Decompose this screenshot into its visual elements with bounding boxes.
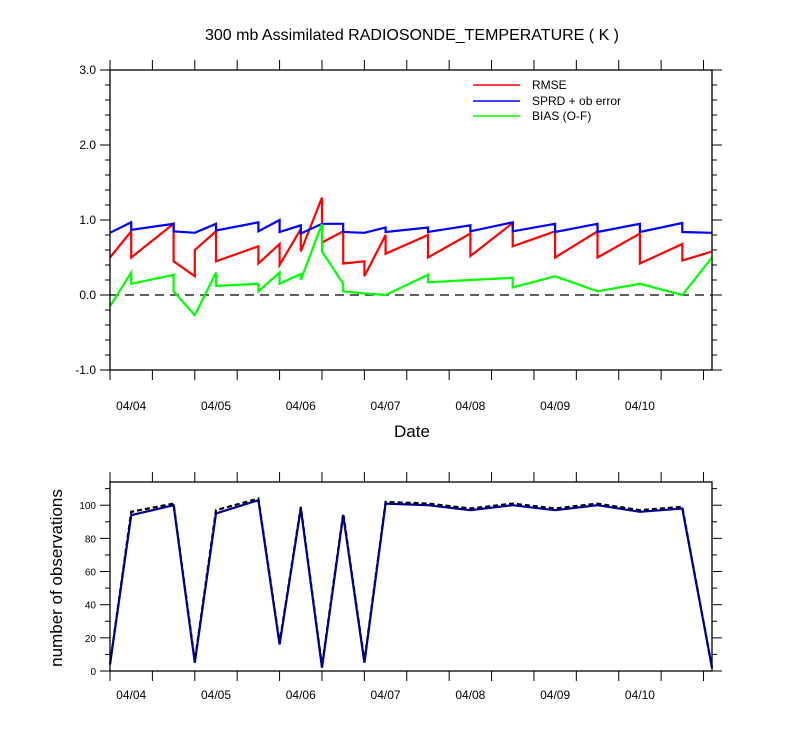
bottom-x-tick-label: 04/07 (371, 688, 401, 702)
legend-label-sprd: SPRD + ob error (532, 94, 621, 108)
bottom-y-tick-label: 100 (79, 501, 96, 512)
bottom-y-tick-label: 0 (90, 667, 96, 678)
top-series-bias-o-f-line (109, 223, 713, 318)
top-x-tick-label: 04/10 (625, 399, 655, 413)
bottom-y-tick-label: 20 (85, 634, 97, 645)
top-y-tick-label: 2.0 (79, 138, 96, 152)
legend-label-rmse: RMSE (532, 78, 567, 92)
top-y-tick-label: 3.0 (79, 63, 96, 77)
top-x-tick-label: 04/04 (116, 399, 146, 413)
bottom-x-tick-label: 04/05 (201, 688, 231, 702)
top-x-axis-title: Date (394, 422, 430, 441)
top-x-tick-label: 04/08 (455, 399, 485, 413)
bottom-x-tick-label: 04/09 (540, 688, 570, 702)
top-series-rmse-line (109, 197, 713, 279)
top-x-tick-label: 04/07 (371, 399, 401, 413)
bottom-y-tick-label: 60 (85, 568, 97, 579)
top-y-tick-label: 1.0 (79, 213, 96, 227)
bottom-y-tick-label: 40 (85, 601, 97, 612)
bottom-plot-frame (109, 481, 713, 672)
bottom-series-possible-line (108, 497, 714, 668)
top-y-tick-label: 0.0 (79, 288, 96, 302)
bottom-y-tick-label: 80 (85, 534, 97, 545)
bottom-series-assimilated-line (108, 498, 714, 668)
legend: RMSE SPRD + ob error BIAS (O-F) (473, 78, 621, 123)
top-x-tick-label: 04/06 (286, 399, 316, 413)
top-x-tick-label: 04/09 (540, 399, 570, 413)
bottom-x-tick-label: 04/04 (116, 688, 146, 702)
bottom-x-tick-label: 04/10 (625, 688, 655, 702)
bottom-y-axis-title: number of observations (47, 489, 66, 667)
top-series-sprd-ob-error-line (109, 218, 713, 236)
legend-label-bias: BIAS (O-F) (532, 109, 591, 123)
bottom-x-tick-label: 04/06 (286, 688, 316, 702)
top-x-tick-label: 04/05 (201, 399, 231, 413)
top-y-tick-label: -1.0 (75, 363, 96, 377)
bottom-x-tick-label: 04/08 (455, 688, 485, 702)
top-plot-frame (109, 69, 713, 371)
chart-title: 300 mb Assimilated RADIOSONDE_TEMPERATUR… (205, 27, 619, 44)
